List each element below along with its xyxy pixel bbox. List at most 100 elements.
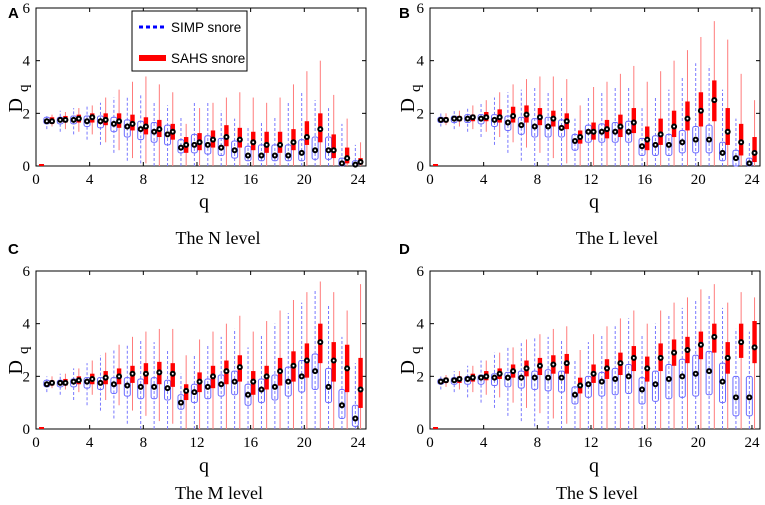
median-point-center bbox=[72, 118, 75, 121]
median-point-center bbox=[225, 370, 228, 373]
box-q19 bbox=[678, 76, 686, 166]
box-q23 bbox=[338, 336, 346, 429]
median-point-center bbox=[314, 149, 317, 152]
box-q22 bbox=[330, 94, 337, 166]
series-sahs bbox=[49, 60, 364, 166]
y-tick-label: 2 bbox=[23, 106, 31, 122]
x-tick-label: 16 bbox=[637, 172, 653, 188]
panel-caption: The S level bbox=[556, 483, 638, 503]
panel-letter: B bbox=[399, 5, 410, 22]
box-q11 bbox=[571, 360, 579, 429]
box-q13 bbox=[598, 334, 606, 429]
box-q15 bbox=[236, 315, 243, 429]
box-q8 bbox=[531, 336, 539, 427]
x-tick-label: 8 bbox=[534, 435, 542, 451]
iqr-box bbox=[745, 375, 753, 417]
median-point-center bbox=[233, 149, 236, 152]
median-point-center bbox=[198, 141, 201, 144]
box-q5 bbox=[496, 92, 503, 138]
box-q6 bbox=[116, 89, 123, 151]
y-axis-label-subscript: q bbox=[16, 346, 32, 354]
box-q22 bbox=[325, 305, 333, 429]
box-q13 bbox=[204, 102, 212, 166]
iqr-box bbox=[517, 116, 525, 135]
box-q24 bbox=[751, 297, 758, 429]
series-sahs bbox=[443, 21, 758, 166]
box-q9 bbox=[544, 336, 552, 429]
median-point-center bbox=[252, 380, 255, 383]
box-q6 bbox=[504, 347, 512, 416]
median-point-center bbox=[332, 359, 335, 362]
box-q14 bbox=[223, 97, 230, 166]
box-q10 bbox=[164, 350, 172, 429]
x-tick-label: 24 bbox=[350, 435, 366, 451]
box-q24 bbox=[357, 284, 364, 429]
x-tick-label: 4 bbox=[86, 435, 94, 451]
plot-frame bbox=[429, 270, 761, 430]
median-point-center bbox=[681, 375, 684, 378]
median-point-center bbox=[713, 99, 716, 102]
median-point-center bbox=[471, 116, 474, 119]
x-tick-label: 16 bbox=[243, 172, 259, 188]
median-point-center bbox=[91, 377, 94, 380]
median-point-center bbox=[354, 417, 357, 420]
box-q1 bbox=[49, 376, 56, 389]
box-q8 bbox=[536, 334, 543, 414]
panel-letter: D bbox=[399, 241, 410, 258]
iqr-box bbox=[123, 119, 131, 138]
legend-label-simp: SIMP snore bbox=[171, 20, 241, 35]
y-tick-label: 4 bbox=[23, 317, 31, 333]
box-q22 bbox=[719, 307, 727, 429]
box-q19 bbox=[290, 299, 297, 429]
box-q10 bbox=[563, 79, 570, 164]
median-point-center bbox=[225, 136, 228, 139]
x-axis-label: q bbox=[199, 455, 209, 477]
median-point-center bbox=[614, 377, 617, 380]
box-q3 bbox=[75, 368, 82, 393]
median-point-center bbox=[471, 376, 474, 379]
iqr-box bbox=[719, 141, 727, 162]
box-q2 bbox=[456, 110, 463, 127]
iqr-box bbox=[351, 404, 359, 427]
box-q16 bbox=[638, 334, 646, 429]
median-point-center bbox=[560, 376, 563, 379]
median-point-center bbox=[466, 117, 469, 120]
median-point-center bbox=[193, 143, 196, 146]
median-point-center bbox=[99, 381, 102, 384]
iqr-box bbox=[678, 358, 686, 398]
box-q9 bbox=[150, 342, 158, 429]
median-point-center bbox=[506, 376, 509, 379]
median-point-center bbox=[547, 125, 550, 128]
panel-letter: C bbox=[8, 241, 19, 258]
median-point-center bbox=[600, 130, 603, 133]
iqr-box bbox=[331, 134, 336, 159]
x-tick-label: 0 bbox=[426, 172, 434, 188]
box-q9 bbox=[550, 76, 557, 159]
y-axis-label-group: Dq bbox=[397, 346, 424, 374]
x-tick-label: 0 bbox=[32, 435, 40, 451]
median-point-center bbox=[118, 120, 121, 123]
series-simp bbox=[43, 92, 359, 168]
box-q17 bbox=[263, 321, 270, 429]
box-q23 bbox=[738, 292, 745, 429]
median-point-center bbox=[573, 393, 576, 396]
median-point-center bbox=[118, 375, 121, 378]
median-point-center bbox=[104, 376, 107, 379]
box-q2 bbox=[62, 112, 69, 130]
median-point-center bbox=[694, 372, 697, 375]
median-point-center bbox=[466, 377, 469, 380]
median-point-center bbox=[247, 393, 250, 396]
box-q17 bbox=[657, 71, 664, 166]
iqr-box bbox=[304, 121, 310, 145]
series-sahs bbox=[49, 281, 364, 429]
median-point-center bbox=[273, 154, 276, 157]
box-q18 bbox=[277, 310, 284, 429]
iqr-box bbox=[692, 354, 700, 397]
box-q1 bbox=[443, 113, 450, 126]
box-q7 bbox=[517, 342, 525, 422]
box-q20 bbox=[303, 71, 310, 166]
median-point-center bbox=[238, 138, 241, 141]
box-q17 bbox=[263, 102, 270, 166]
box-q6 bbox=[110, 350, 118, 419]
median-point-center bbox=[748, 396, 751, 399]
